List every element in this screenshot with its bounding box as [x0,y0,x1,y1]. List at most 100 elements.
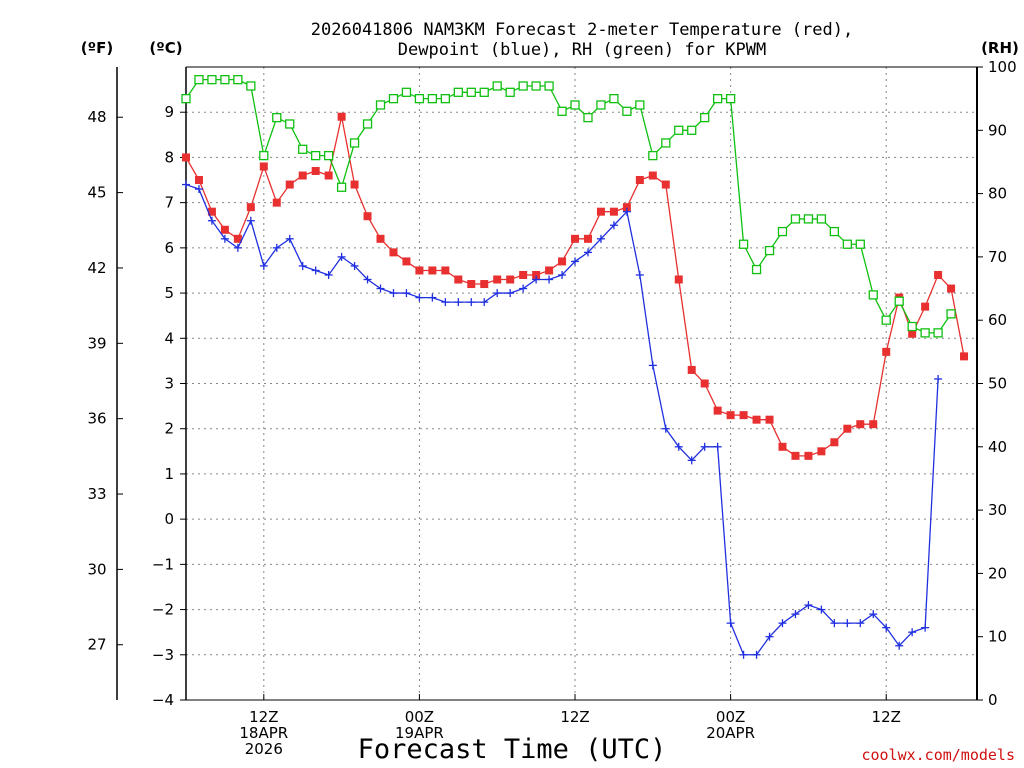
dewpoint-point [506,289,515,298]
temperature-point [519,270,528,279]
fahrenheit-tick-label: 36 [87,410,106,428]
rh-point [713,94,723,104]
rh-point [933,328,943,338]
rh-unit-label: (RH) [981,39,1019,57]
dewpoint-point [532,275,541,284]
rh-tick-label: 40 [988,438,1007,456]
series-rh [181,75,956,338]
temperature-point [363,212,372,221]
temperature-point [571,234,580,243]
dewpoint-point [402,289,411,298]
tick-labels: −4−3−2−101234567892730333639424548010203… [87,58,1016,758]
rh-point [414,94,425,104]
rh-point [466,87,476,97]
temperature-point [285,180,294,189]
x-tick-label: 18APR [239,724,288,742]
x-tick-label: 19APR [395,724,444,742]
temperature-point [233,234,242,243]
dewpoint-point [298,261,307,270]
rh-tick-label: 60 [988,311,1007,329]
rh-point [518,81,528,91]
rh-point [661,138,671,148]
temperature-point [272,198,281,207]
dewpoint-point [934,374,943,383]
dewpoint-point [726,619,735,628]
dewpoint-point [765,632,774,641]
dewpoint-point [687,456,696,465]
fahrenheit-tick-label: 33 [87,485,106,503]
celsius-tick-label: 8 [164,148,174,166]
dewpoint-point [908,628,917,637]
celsius-tick-label: 0 [164,510,174,528]
temperature-point [246,203,255,212]
temperature-point [648,171,657,180]
rh-tick-label: 80 [988,185,1007,203]
celsius-unit-label: (ºC) [149,39,182,57]
dewpoint-point [389,289,398,298]
dewpoint-point [869,610,878,619]
temperature-point [674,275,683,284]
x-axis-title: Forecast Time (UTC) [358,734,667,765]
rh-point [336,182,347,192]
rh-point [609,94,619,104]
temperature-point [545,266,554,275]
rh-point [375,100,386,110]
rh-point [388,94,399,104]
rh-point [557,106,567,116]
dewpoint-point [804,601,813,610]
dewpoint-point [545,275,554,284]
dewpoint-point [311,266,320,275]
rh-point [440,94,450,104]
gridlines [186,67,977,700]
temperature-point [441,266,450,275]
temperature-point [687,365,696,374]
rh-point [803,214,814,224]
series-temperature [182,112,969,460]
temperature-point [324,171,333,180]
rh-point [738,239,749,249]
rh-point [272,112,282,123]
dewpoint-point [454,298,463,307]
dewpoint-point [778,619,787,628]
rh-point [427,94,438,104]
dewpoint-point [882,623,891,632]
rh-point [531,81,541,91]
data-series [181,75,969,659]
temperature-point [259,162,268,171]
dewpoint-point [558,270,567,279]
rh-tick-label: 20 [988,564,1007,582]
rh-point [401,87,412,97]
rh-point [453,87,463,97]
dewpoint-point [622,207,631,216]
temperature-point [402,257,411,266]
temperature-point [596,207,605,216]
dewpoint-point [856,619,865,628]
rh-tick-label: 0 [988,691,998,709]
dewpoint-point [700,442,709,451]
rh-tick-label: 90 [988,121,1007,139]
dewpoint-point [207,216,216,225]
rh-point [570,100,580,110]
dewpoint-point [493,289,502,298]
dewpoint-point [467,298,476,307]
temperature-point [337,112,346,121]
temperature-point [804,451,813,460]
dewpoint-point [583,248,592,257]
celsius-tick-label: −3 [152,646,174,664]
rh-tick-label: 30 [988,501,1007,519]
dewpoint-point [791,610,800,619]
temperature-point [558,257,567,266]
dewpoint-point [363,275,372,284]
temperature-point [791,451,800,460]
temperature-point [583,234,592,243]
fahrenheit-tick-label: 45 [87,184,106,202]
x-tick-label: 12Z [872,708,901,726]
x-tick-label: 12Z [560,708,589,726]
x-tick-label: 20APR [706,724,755,742]
temperature-point [467,280,476,289]
temperature-point [609,207,618,216]
rh-tick-label: 70 [988,248,1007,266]
rh-point [777,226,788,237]
series-line-dewpoint [185,183,939,656]
